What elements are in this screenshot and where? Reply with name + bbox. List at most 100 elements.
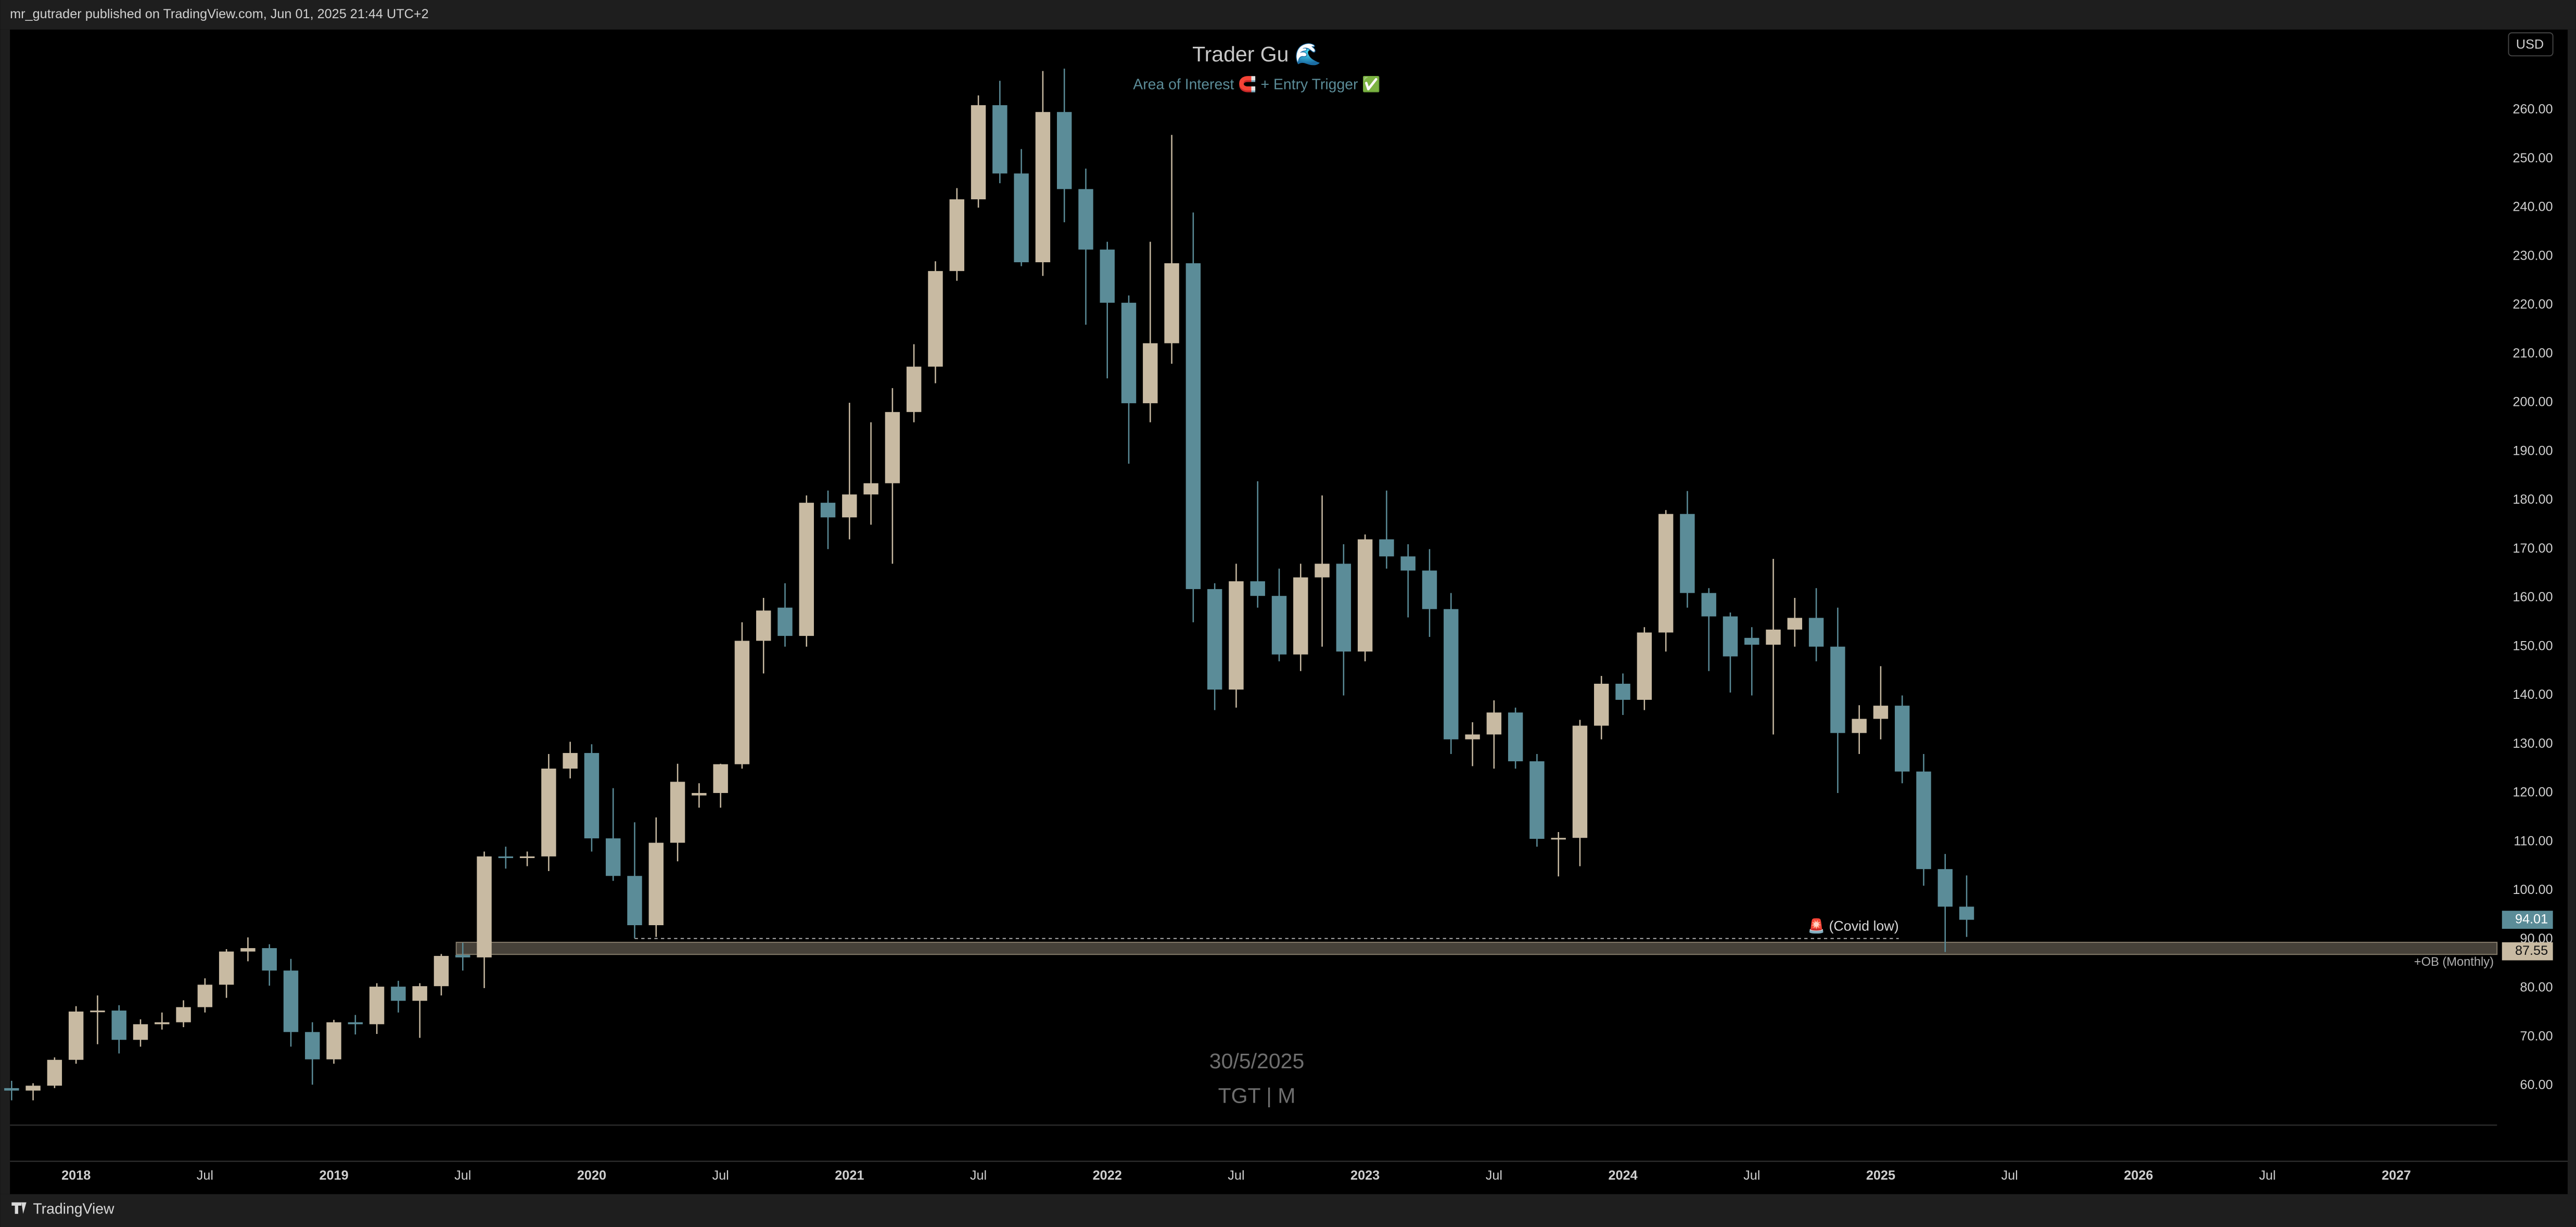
candle-body <box>627 876 642 926</box>
candle-body <box>262 948 277 971</box>
x-tick-label: Jul <box>1486 1168 1502 1183</box>
candle-body <box>326 1022 341 1059</box>
candle-body <box>734 641 750 764</box>
candle-body <box>519 856 535 858</box>
candle-body <box>906 366 922 412</box>
candle-body <box>863 483 878 495</box>
candle-body <box>25 1085 41 1091</box>
candle-body <box>1830 646 1845 733</box>
x-tick-label: Jul <box>712 1168 729 1183</box>
candle-body <box>1121 302 1137 403</box>
candle-body <box>433 956 449 987</box>
candle-body <box>391 987 406 1001</box>
candle-body <box>1250 581 1265 596</box>
candle-body <box>47 1059 62 1086</box>
candle-body <box>713 764 728 793</box>
candle-body <box>1143 343 1158 403</box>
y-tick-label: 260.00 <box>2513 102 2553 117</box>
candle-body <box>1315 564 1330 578</box>
candle-body <box>305 1032 320 1059</box>
x-tick-label: 2023 <box>1350 1168 1380 1183</box>
y-tick-label: 130.00 <box>2513 736 2553 751</box>
candle-body <box>219 951 234 985</box>
candle-body <box>155 1022 170 1025</box>
x-tick-label: Jul <box>2001 1168 2018 1183</box>
y-tick-label: 230.00 <box>2513 248 2553 263</box>
candle-body <box>1422 570 1437 609</box>
y-tick-label: 110.00 <box>2514 834 2553 848</box>
y-tick-label: 150.00 <box>2513 638 2553 653</box>
candle-body <box>412 986 427 1001</box>
candle-body <box>949 199 964 271</box>
candle-body <box>1615 683 1630 700</box>
candle-body <box>692 793 707 796</box>
candle-body <box>756 610 771 641</box>
candle-body <box>1185 263 1201 590</box>
top-bar <box>0 0 2576 30</box>
candle-body <box>777 607 793 636</box>
candle-body <box>1701 593 1716 617</box>
x-tick-label: Jul <box>1228 1168 1244 1183</box>
candle-body <box>1529 761 1545 839</box>
y-tick-label: 250.00 <box>2513 151 2553 165</box>
last-price-box <box>2502 911 2553 929</box>
candle-body <box>1357 539 1373 652</box>
y-tick-label: 240.00 <box>2513 200 2553 214</box>
currency-box[interactable] <box>2508 32 2554 57</box>
candle-body <box>176 1007 191 1022</box>
ob-price-box <box>2502 942 2553 961</box>
candle-body <box>197 985 213 1007</box>
ob-zone <box>455 941 2498 955</box>
left-border <box>0 29 10 1194</box>
candle-body <box>1207 589 1222 690</box>
candle-body <box>240 948 256 952</box>
candle-body <box>541 769 556 857</box>
candle-body <box>1637 632 1652 700</box>
x-tick-label: 2025 <box>1866 1168 1895 1183</box>
candle-body <box>1572 725 1588 838</box>
candle-body <box>498 856 514 858</box>
candle-body <box>992 105 1008 174</box>
x-tick-label: 2027 <box>2382 1168 2411 1183</box>
y-tick-label: 160.00 <box>2513 590 2553 605</box>
watermark-symbol: TGT | M <box>1218 1083 1296 1107</box>
y-tick-label: 70.00 <box>2520 1029 2553 1043</box>
candle-body <box>348 1022 363 1025</box>
chart-title: Trader Gu 🌊 <box>1192 42 1321 66</box>
candle-body <box>885 412 900 483</box>
candle-body <box>1937 869 1953 907</box>
brand: TradingView <box>33 1200 114 1217</box>
candle-body <box>971 105 986 200</box>
candle-body <box>799 503 814 636</box>
candle-body <box>1723 616 1738 657</box>
x-tick-label: 2024 <box>1608 1168 1637 1183</box>
y-tick-label: 80.00 <box>2520 980 2553 995</box>
candle-body <box>283 970 299 1032</box>
y-tick-label: 190.00 <box>2513 443 2553 458</box>
candle-body <box>928 271 943 367</box>
candle-body <box>1014 173 1029 262</box>
x-tick-label: Jul <box>970 1168 987 1183</box>
x-tick-label: Jul <box>197 1168 213 1183</box>
y-tick-label: 220.00 <box>2513 297 2553 312</box>
bottom-bar <box>0 1194 2576 1227</box>
y-tick-label: 210.00 <box>2513 346 2553 361</box>
candle-body <box>1852 719 1867 733</box>
candle-body <box>1164 263 1179 343</box>
candle-body <box>1787 618 1803 630</box>
candle-body <box>90 1011 105 1013</box>
candle-body <box>1873 706 1889 719</box>
candle-body <box>1465 734 1480 739</box>
y-tick-label: 170.00 <box>2513 541 2553 556</box>
candle-body <box>1379 539 1394 557</box>
candle-body <box>477 856 492 957</box>
right-border <box>2568 29 2576 1194</box>
candle-body <box>1551 838 1566 840</box>
x-tick-label: 2021 <box>835 1168 864 1183</box>
x-tick-label: 2019 <box>319 1168 348 1183</box>
candle-body <box>1895 706 1910 772</box>
covid-low-label: 🚨 (Covid low) <box>1808 918 1899 934</box>
candle-body <box>1916 771 1931 870</box>
